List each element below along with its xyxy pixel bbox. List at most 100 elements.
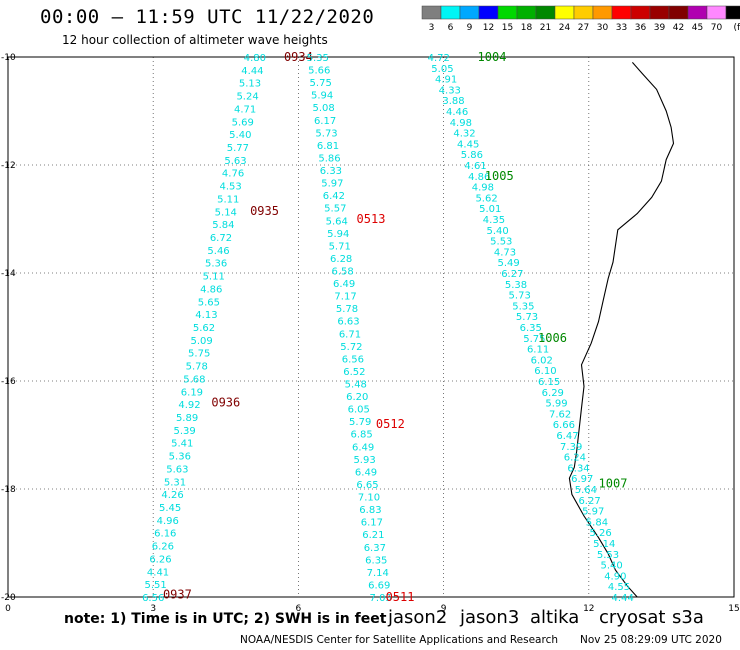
legend-swatch xyxy=(516,5,537,20)
legend-swatch xyxy=(706,5,727,20)
swh-value: 6.33 xyxy=(320,166,342,177)
swh-value: 5.69 xyxy=(232,117,254,128)
swh-value: 5.31 xyxy=(164,477,186,488)
swh-value: 6.27 xyxy=(578,496,600,507)
legend-label: 6 xyxy=(448,23,454,33)
swh-value: 5.86 xyxy=(461,150,483,161)
swh-value: 4.92 xyxy=(178,400,200,411)
swh-value: 6.26 xyxy=(149,554,171,565)
swh-value: 4.55 xyxy=(608,582,630,593)
swh-value: 5.40 xyxy=(486,226,508,237)
swh-value: 5.57 xyxy=(324,204,346,215)
swh-value: 4.86 xyxy=(468,172,490,183)
swh-value: 6.65 xyxy=(356,480,378,491)
legend-label: 36 xyxy=(635,23,647,33)
swh-value: 6.20 xyxy=(346,392,368,403)
swh-value: 6.35 xyxy=(365,555,387,566)
lon-tick-label: 9 xyxy=(441,604,447,614)
swh-value: 4.80 xyxy=(244,53,266,64)
swh-value: 4.44 xyxy=(612,593,634,604)
swh-value: 5.63 xyxy=(166,464,188,475)
swh-value: 5.75 xyxy=(310,78,332,89)
swh-value: 5.94 xyxy=(327,229,349,240)
pass-time-label: 1006 xyxy=(538,331,567,345)
pass-time-label: 0511 xyxy=(386,590,415,604)
coastline xyxy=(568,62,675,598)
legend-label: 3 xyxy=(429,23,435,33)
swh-value: 5.49 xyxy=(498,258,520,269)
swh-value: 4.73 xyxy=(494,247,516,258)
lat-tick-label: -16 xyxy=(1,377,16,387)
swh-value: 5.73 xyxy=(509,291,531,302)
legend-label: 42 xyxy=(673,23,684,33)
pass-time-label: 0513 xyxy=(357,212,386,226)
swh-value: 5.68 xyxy=(183,374,205,385)
generated-time: Nov 25 08:29:09 UTC 2020 xyxy=(580,634,722,646)
lon-tick-label: 3 xyxy=(150,604,156,614)
legend-swatch xyxy=(459,5,480,20)
swh-value: 5.75 xyxy=(188,349,210,360)
swh-value: 5.62 xyxy=(475,193,497,204)
swh-value: 6.35 xyxy=(520,323,542,334)
swh-value: 5.89 xyxy=(176,413,198,424)
legend-swatch xyxy=(592,5,613,20)
pass-time-label: 0936 xyxy=(211,396,240,410)
legend-label: 27 xyxy=(578,23,589,33)
swh-value: 6.29 xyxy=(542,388,564,399)
legend-label: 21 xyxy=(540,23,551,33)
lat-tick-label: -20 xyxy=(1,593,16,603)
legend-swatch xyxy=(725,5,740,20)
swh-value: 5.86 xyxy=(318,153,340,164)
legend-swatch xyxy=(668,5,689,20)
legend-swatch xyxy=(497,5,518,20)
swh-value: 7.17 xyxy=(334,292,356,303)
swh-value: 6.72 xyxy=(210,233,232,244)
swh-value: 6.17 xyxy=(361,518,383,529)
legend-label: 18 xyxy=(521,23,533,33)
map-frame xyxy=(7,56,735,598)
swh-value: 5.13 xyxy=(239,79,261,90)
lon-tick-label: 0 xyxy=(5,604,11,614)
swh-value: 6.71 xyxy=(339,329,361,340)
swh-value: 5.36 xyxy=(205,259,227,270)
swh-value: 4.96 xyxy=(157,516,179,527)
swh-value: 4.53 xyxy=(220,182,242,193)
swh-value: 5.48 xyxy=(345,380,367,391)
swh-value: 6.58 xyxy=(332,266,354,277)
swh-value: 5.79 xyxy=(349,417,371,428)
swh-value: 6.37 xyxy=(364,543,386,554)
swh-value: 5.45 xyxy=(159,503,181,514)
swh-value: 6.05 xyxy=(348,405,370,416)
swh-value: 5.94 xyxy=(311,91,333,102)
swh-value: 4.86 xyxy=(200,284,222,295)
swh-value: 4.33 xyxy=(439,85,461,96)
legend-label: 70 xyxy=(711,23,723,33)
swh-value: 5.46 xyxy=(207,246,229,257)
swh-value: 4.98 xyxy=(472,183,494,194)
lat-tick-label: -10 xyxy=(1,53,16,63)
swh-value: 4.45 xyxy=(457,139,479,150)
swh-value: 6.52 xyxy=(343,367,365,378)
swh-value: 6.27 xyxy=(501,269,523,280)
swh-value: 4.13 xyxy=(195,310,217,321)
swh-value: 6.49 xyxy=(355,467,377,478)
legend-swatch xyxy=(611,5,632,20)
swh-value: 5.26 xyxy=(589,528,611,539)
swh-value: 4.76 xyxy=(222,169,244,180)
swh-value: 5.75 xyxy=(523,334,545,345)
pass-time-label: 1007 xyxy=(599,477,628,491)
chart-subtitle: 12 hour collection of altimeter wave hei… xyxy=(62,33,328,47)
swh-value: 5.99 xyxy=(545,399,567,410)
legend-swatch xyxy=(478,5,499,20)
lat-tick-label: -18 xyxy=(1,485,16,495)
swh-value: 6.81 xyxy=(317,141,339,152)
lon-tick-label: 12 xyxy=(583,604,594,614)
swh-value: 5.14 xyxy=(215,207,237,218)
footnote: note: 1) Time is in UTC; 2) SWH is in fe… xyxy=(64,611,387,627)
swh-value: 5.38 xyxy=(505,280,527,291)
swh-value: 5.64 xyxy=(326,216,348,227)
swh-value: 4.41 xyxy=(147,567,169,578)
legend-label: 12 xyxy=(483,23,494,33)
